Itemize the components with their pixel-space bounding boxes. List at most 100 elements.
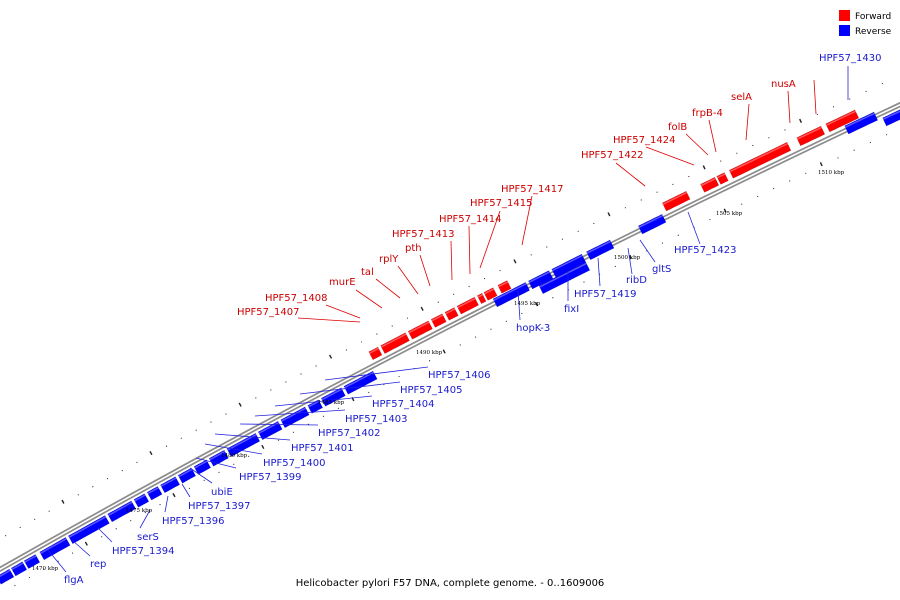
- reverse-leader-line: [97, 527, 113, 543]
- gene-label: HPF57_1401: [291, 443, 353, 454]
- forward-leader-line: [685, 133, 709, 156]
- reverse-leader-line: [254, 409, 346, 417]
- reverse-leader-line: [687, 211, 701, 245]
- reverse-gene: [320, 387, 346, 407]
- scale-tick: [238, 402, 242, 407]
- figure-title: Helicobacter pylori F57 DNA, complete ge…: [295, 578, 605, 589]
- scale-tick: [121, 469, 123, 472]
- scale-tick: [437, 301, 439, 303]
- scale-tick: [136, 461, 138, 464]
- gene-label: HPF57_1430: [819, 53, 881, 64]
- forward-gene-highlight: [457, 297, 476, 309]
- scale-tick: [247, 455, 250, 457]
- gene-label: HPF57_1413: [392, 229, 454, 240]
- reverse-gene: [177, 467, 197, 484]
- forward-gene: [825, 109, 860, 133]
- reverse-leader-line: [239, 423, 319, 426]
- scale-tick: [165, 445, 168, 447]
- forward-leader-line: [325, 304, 361, 319]
- forward-gene: [456, 296, 479, 315]
- reverse-gene-highlight: [108, 501, 133, 516]
- reverse-gene-highlight: [321, 388, 343, 401]
- forward-leader-line: [521, 195, 533, 246]
- forward-gene-highlight: [826, 110, 856, 126]
- reverse-leader-line: [214, 433, 291, 441]
- forward-label-lines: [297, 79, 817, 323]
- reverse-gene-highlight: [40, 538, 67, 554]
- scale-ticks: [4, 82, 888, 587]
- forward-gene-highlight: [369, 347, 379, 354]
- reverse-gene-highlight: [586, 240, 611, 254]
- forward-leader-line: [813, 79, 817, 115]
- forward-leader-line: [375, 278, 401, 299]
- forward-leader-line: [479, 210, 501, 269]
- scale-tick: [4, 534, 7, 537]
- forward-gene: [430, 313, 447, 328]
- reverse-gene: [193, 459, 212, 475]
- gene-label: frpB-4: [692, 108, 723, 119]
- gene-label: HPF57_1424: [613, 135, 675, 146]
- forward-gene: [796, 125, 826, 147]
- scale-tick: [159, 503, 161, 506]
- gene-label: HPF57_1402: [318, 428, 380, 439]
- forward-gene-highlight: [717, 173, 726, 179]
- tick-label: 1485 kbp: [318, 400, 345, 406]
- scale-tick: [33, 518, 36, 520]
- scale-tick: [853, 149, 855, 151]
- reverse-leader-line: [47, 549, 67, 573]
- reverse-genes: [0, 109, 900, 585]
- scale-tick: [84, 541, 88, 546]
- scale-tick: [593, 222, 595, 225]
- reverse-gene-labels: flgA rep HPF57_1394 serS HPF57_1396 HPF5…: [64, 53, 881, 586]
- forward-gene: [728, 141, 792, 179]
- gene-label: HPF57_1399: [239, 472, 301, 483]
- scale-tick: [452, 293, 455, 296]
- forward-gene-highlight: [477, 294, 484, 298]
- scale-tick: [115, 528, 117, 530]
- forward-gene-highlight: [498, 281, 509, 288]
- scale-tick: [628, 255, 632, 260]
- scale-tick: [513, 259, 517, 264]
- reverse-gene-highlight: [194, 460, 208, 469]
- scale-tick: [368, 391, 370, 394]
- gene-label: flgA: [64, 575, 84, 586]
- tick-label: 1475 kbp: [126, 508, 153, 514]
- legend: Forward Reverse: [839, 10, 892, 37]
- reverse-gene: [844, 111, 879, 135]
- reverse-gene-highlight: [539, 262, 587, 288]
- gene-label: HPF57_1396: [162, 516, 224, 527]
- scale-tick: [345, 349, 348, 351]
- scale-tick: [656, 191, 658, 193]
- reverse-leader-line: [204, 443, 263, 455]
- gene-label: tal: [361, 267, 374, 278]
- scale-tick: [233, 463, 235, 466]
- forward-leader-line: [645, 146, 695, 166]
- scale-tick: [188, 487, 191, 490]
- reverse-leader-line: [71, 539, 91, 557]
- scale-tick: [71, 552, 74, 554]
- reverse-gene: [882, 109, 900, 127]
- reverse-gene-highlight: [0, 569, 11, 578]
- gene-label: selA: [731, 92, 752, 103]
- scale-tick: [77, 494, 79, 496]
- reverse-gene-highlight: [68, 516, 107, 538]
- forward-gene: [661, 190, 691, 212]
- reverse-leader-line: [639, 239, 656, 263]
- reverse-gene-highlight: [882, 110, 900, 120]
- reverse-gene: [586, 239, 615, 261]
- forward-leader-line: [787, 90, 791, 124]
- gene-label: HPF57_1403: [345, 414, 407, 425]
- forward-gene: [483, 287, 498, 301]
- reverse-gene: [10, 561, 28, 577]
- legend-forward-swatch: [839, 10, 850, 21]
- gene-label: nusA: [771, 79, 796, 90]
- scale-tick: [832, 106, 835, 108]
- gene-label: HPF57_1394: [112, 546, 174, 557]
- gene-label: HPF57_1414: [439, 214, 501, 225]
- reverse-gene: [133, 493, 150, 508]
- gene-label: HPF57_1417: [501, 184, 563, 195]
- forward-gene: [716, 172, 729, 185]
- reverse-gene-highlight: [493, 283, 527, 301]
- tick-label: 1495 kbp: [514, 301, 541, 307]
- scale-tick: [677, 234, 679, 236]
